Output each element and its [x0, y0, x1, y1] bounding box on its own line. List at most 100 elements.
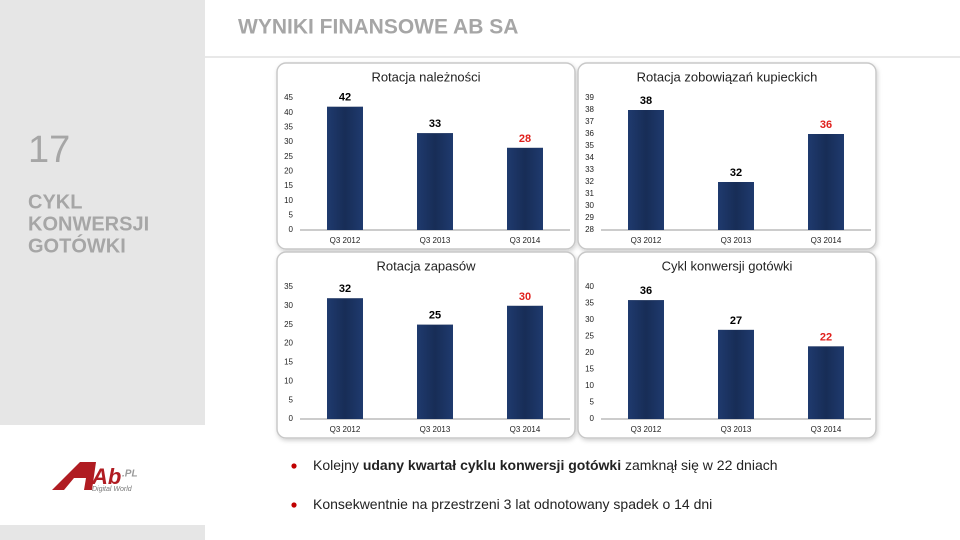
chart-title: Cykl konwersji gotówki — [662, 258, 793, 273]
bullet-dot — [291, 463, 297, 469]
value-label: 30 — [519, 291, 531, 303]
x-tick-label: Q3 2013 — [420, 236, 451, 245]
bar — [718, 329, 754, 419]
logo: Ab .PL Digital World — [52, 462, 138, 493]
y-tick-label: 35 — [585, 141, 594, 150]
y-tick-label: 30 — [585, 201, 594, 210]
value-label: 33 — [429, 118, 441, 130]
chart-title: Rotacja zapasów — [377, 258, 477, 273]
bar — [417, 133, 453, 230]
logo-shape — [52, 462, 96, 490]
value-label: 36 — [640, 285, 652, 297]
y-tick-label: 32 — [585, 177, 594, 186]
bullet: Konsekwentnie na przestrzeni 3 lat odnot… — [313, 496, 712, 512]
y-tick-label: 33 — [585, 165, 594, 174]
y-tick-label: 40 — [585, 282, 594, 291]
value-label: 25 — [429, 310, 441, 322]
bar — [808, 134, 844, 230]
bullet-text-bold: udany kwartał cyklu konwersji gotówki — [363, 457, 621, 473]
y-tick-label: 5 — [289, 395, 294, 404]
value-label: 32 — [730, 167, 742, 179]
value-label: 28 — [519, 133, 531, 145]
bullet: Kolejny udany kwartał cyklu konwersji go… — [313, 457, 778, 473]
bar — [628, 300, 664, 419]
y-tick-label: 20 — [284, 166, 293, 175]
logo-mark: Ab — [91, 464, 121, 489]
y-tick-label: 10 — [284, 196, 293, 205]
y-tick-label: 37 — [585, 117, 594, 126]
y-tick-label: 25 — [585, 332, 594, 341]
x-tick-label: Q3 2012 — [631, 236, 662, 245]
x-tick-label: Q3 2013 — [721, 425, 752, 434]
y-tick-label: 45 — [284, 93, 293, 102]
value-label: 36 — [820, 119, 832, 131]
y-tick-label: 36 — [585, 129, 594, 138]
y-tick-label: 38 — [585, 105, 594, 114]
value-label: 32 — [339, 283, 351, 295]
y-tick-label: 15 — [284, 181, 293, 190]
x-tick-label: Q3 2012 — [631, 425, 662, 434]
chart-title: Rotacja zobowiązań kupieckich — [637, 69, 818, 84]
bar — [417, 324, 453, 419]
y-tick-label: 15 — [284, 358, 293, 367]
y-tick-label: 30 — [284, 301, 293, 310]
side-panel — [0, 0, 205, 425]
x-tick-label: Q3 2012 — [330, 425, 361, 434]
x-tick-label: Q3 2014 — [510, 236, 541, 245]
y-tick-label: 0 — [590, 414, 595, 423]
chart-title: Rotacja należności — [371, 69, 480, 84]
slide-title: WYNIKI FINANSOWE AB SA — [238, 16, 518, 39]
bar — [327, 106, 363, 230]
bullet-dot — [291, 502, 297, 508]
y-tick-label: 31 — [585, 189, 594, 198]
x-tick-label: Q3 2013 — [420, 425, 451, 434]
y-tick-label: 0 — [289, 414, 294, 423]
y-tick-label: 5 — [590, 398, 595, 407]
value-label: 27 — [730, 315, 742, 327]
charts: Rotacja należności 0 5 10 15 20 25 30 35 40 45 Q3 2… — [276, 62, 877, 439]
y-tick-label: 15 — [585, 365, 594, 374]
bar — [718, 182, 754, 230]
y-tick-label: 25 — [284, 320, 293, 329]
x-tick-label: Q3 2014 — [510, 425, 541, 434]
section-title: GOTÓWKI — [28, 233, 126, 257]
bullet-text: Kolejny — [313, 457, 363, 473]
y-tick-label: 30 — [284, 137, 293, 146]
value-label: 38 — [640, 95, 652, 107]
chart: Rotacja należności 0 5 10 15 20 25 30 35 40 45 Q3 2… — [276, 62, 576, 250]
logo-tagline: Digital World — [92, 486, 133, 493]
bar — [628, 110, 664, 230]
y-tick-label: 0 — [289, 225, 294, 234]
side-footer — [0, 525, 205, 540]
y-tick-label: 20 — [585, 348, 594, 357]
logo-suffix: .PL — [122, 469, 138, 480]
x-tick-label: Q3 2013 — [721, 236, 752, 245]
bullet-text: zamknął się w 22 dniach — [621, 457, 777, 473]
y-tick-label: 40 — [284, 108, 293, 117]
bar — [808, 346, 844, 419]
y-tick-label: 35 — [284, 282, 293, 291]
x-tick-label: Q3 2014 — [811, 236, 842, 245]
x-tick-label: Q3 2014 — [811, 425, 842, 434]
y-tick-label: 29 — [585, 213, 594, 222]
y-tick-label: 28 — [585, 225, 594, 234]
section-title: CYKL — [28, 191, 82, 213]
y-tick-label: 30 — [585, 315, 594, 324]
value-label: 22 — [820, 331, 832, 343]
y-tick-label: 10 — [284, 376, 293, 385]
bar — [507, 147, 543, 230]
chart: Cykl konwersji gotówki 0 5 10 15 20 25 30 35 40 Q3… — [577, 251, 877, 439]
bullet-text: Konsekwentnie na przestrzeni 3 lat odnot… — [313, 496, 712, 512]
y-tick-label: 20 — [284, 339, 293, 348]
y-tick-label: 25 — [284, 152, 293, 161]
y-tick-label: 35 — [284, 122, 293, 131]
y-tick-label: 35 — [585, 299, 594, 308]
y-tick-label: 39 — [585, 93, 594, 102]
chart: Rotacja zobowiązań kupieckich 28 29 30 31 32 3… — [577, 62, 877, 250]
bar — [507, 305, 543, 419]
chart: Rotacja zapasów 0 5 10 15 20 25 30 35 Q3 2012 32 Q3… — [276, 251, 576, 439]
bar — [327, 298, 363, 419]
section-title: KONWERSJI — [28, 213, 149, 235]
